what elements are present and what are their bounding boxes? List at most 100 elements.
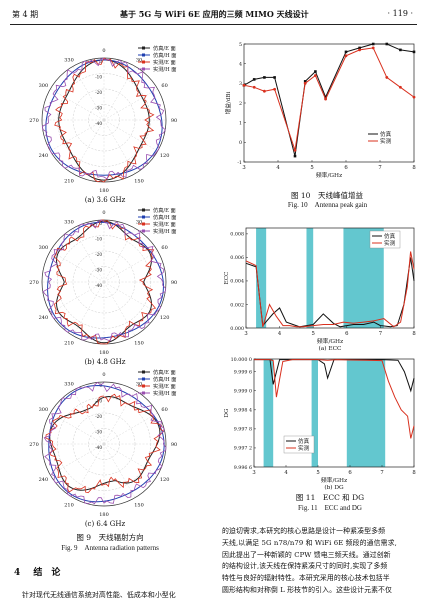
polar-angle-label: 150 — [134, 341, 144, 347]
polar-series-1 — [47, 221, 165, 339]
legend-label: 仿真 — [380, 130, 392, 138]
data-point — [293, 154, 297, 158]
y-axis-label: ECC — [224, 272, 230, 285]
data-point — [314, 70, 317, 73]
polar-scale-label: -40 — [95, 445, 102, 450]
legend-label: 仿真/E 面 — [153, 206, 176, 214]
polar-angle-label: 120 — [160, 153, 170, 159]
legend-marker — [142, 377, 145, 381]
polar-spoke — [103, 119, 158, 152]
polar-scale-label: -20 — [95, 252, 102, 257]
x-tick-label: 4 — [284, 470, 288, 476]
polar-angle-label: 120 — [160, 315, 170, 321]
data-point — [303, 80, 307, 83]
legend-marker — [142, 222, 145, 226]
legend-label: 仿真/E 面 — [153, 368, 176, 376]
polar-series-3 — [42, 219, 167, 342]
data-point — [324, 97, 327, 101]
polar-series-2 — [45, 393, 165, 494]
legend-label: 实测/E 面 — [153, 382, 176, 390]
polar-series-0 — [58, 59, 150, 181]
legend-label: 实测/H 面 — [153, 227, 176, 235]
data-point — [252, 78, 256, 81]
polar-angle-label: 60 — [161, 245, 167, 251]
data-point — [399, 85, 402, 89]
polar-angle-label: 60 — [161, 407, 167, 413]
legend-label: 仿真 — [298, 437, 310, 445]
x-tick-label: 5 — [316, 470, 319, 476]
series-line-1 — [245, 251, 415, 328]
legend-box — [283, 435, 315, 454]
series-line-1 — [243, 47, 415, 151]
data-point — [371, 46, 375, 50]
data-point — [358, 48, 361, 52]
polar-spoke — [103, 443, 158, 476]
y-tick-label: 0.004 — [230, 279, 244, 285]
frequency-band — [346, 359, 386, 467]
polar-angle-label: 30 — [136, 57, 142, 63]
right-paragraph: 的迫切需求,本研究的核心思路是设计一种紧凑型多频 天线,以满足 5G n78/n… — [222, 526, 422, 597]
legend-marker — [142, 67, 145, 71]
polar-scale-label: -30 — [95, 106, 102, 111]
text-line: 因此提出了一种新颖的 CPW 馈电三频天线。通过创新 — [222, 550, 391, 559]
polar-angle-label: 0 — [102, 372, 105, 378]
polar-angle-label: 210 — [64, 503, 74, 509]
polar-angle-label: 210 — [64, 341, 74, 347]
legend-marker — [142, 229, 145, 233]
data-point — [263, 89, 266, 93]
polar-angle-label: 180 — [99, 512, 109, 518]
polar-scale-label: -30 — [95, 430, 102, 435]
polar-plot-3-6ghz: 0 30 60 90 120 150 180 210 240 270 300 330 0 -10 -20 -3… — [29, 44, 177, 194]
legend-label: 仿真/E 面 — [153, 44, 176, 52]
y-tick-label: 0.000 — [230, 326, 244, 332]
polar-caption-b: (b) 4.8 GHz — [84, 358, 126, 366]
polar-caption-a: (a) 3.6 GHz — [84, 196, 126, 204]
y-tick-label: 3 — [239, 81, 242, 87]
polar-angle-label: 150 — [134, 179, 144, 185]
data-point — [412, 95, 416, 99]
fig10-caption-en: Fig. 10 Antenna peak gain — [287, 201, 368, 209]
polar-series-3 — [43, 381, 167, 505]
polar-scale-label: -40 — [95, 283, 102, 288]
polar-spoke — [103, 228, 136, 283]
polar-angle-label: 150 — [134, 503, 144, 509]
legend-label: 实测/H 面 — [153, 389, 176, 397]
x-tick-label: 7 — [378, 165, 381, 171]
legend-marker — [142, 215, 145, 219]
text-line: 的迫切需求,本研究的核心思路是设计一种紧凑型多频 — [222, 527, 386, 535]
polar-angle-label: 30 — [136, 381, 142, 387]
y-tick-label: 9.998 4 — [234, 408, 252, 414]
polar-scale-label: -30 — [95, 268, 102, 273]
y-tick-label: 0.006 — [230, 255, 244, 261]
series-line-0 — [243, 43, 415, 157]
polar-scale-label: -20 — [95, 90, 102, 95]
polar-scale-label: 0 — [99, 59, 102, 64]
polar-caption-c: (c) 6.4 GHz — [84, 520, 126, 528]
legend-marker — [142, 391, 145, 395]
x-axis-label: 频率/GHz — [317, 337, 343, 345]
x-tick-label: 8 — [412, 165, 416, 171]
legend-label: 实测/H 面 — [153, 65, 176, 73]
page-number: · 119 · — [387, 9, 413, 18]
data-point — [273, 87, 276, 91]
legend-label: 仿真/H 面 — [153, 51, 176, 59]
polar-scale-label: -20 — [95, 414, 102, 419]
frequency-band — [306, 228, 314, 328]
legend-marker — [142, 53, 145, 57]
polar-angle-label: 60 — [161, 83, 167, 89]
data-point — [399, 48, 402, 52]
x-axis-label: 频率/GHz — [316, 171, 342, 179]
ecc-chart: 3 4 5 6 7 8 0.000 0.002 0.004 0.006 0.008 频率/GHz ECC… — [224, 227, 416, 352]
y-tick-label: 10.000 0 — [231, 357, 252, 363]
legend-marker — [142, 60, 145, 64]
y-tick-label: 9.999 6 — [234, 370, 252, 376]
page-header: 第 4 期 基于 5G 与 WiFi 6E 应用的三频 MIMO 天线设计 · … — [0, 0, 427, 30]
frequency-band — [256, 228, 267, 328]
legend-label: 实测 — [298, 444, 310, 452]
polar-angle-label: 240 — [39, 315, 49, 321]
running-title: 基于 5G 与 WiFi 6E 应用的三频 MIMO 天线设计 — [120, 9, 309, 19]
polar-angle-label: 120 — [160, 477, 170, 483]
polar-series-2 — [54, 57, 155, 183]
